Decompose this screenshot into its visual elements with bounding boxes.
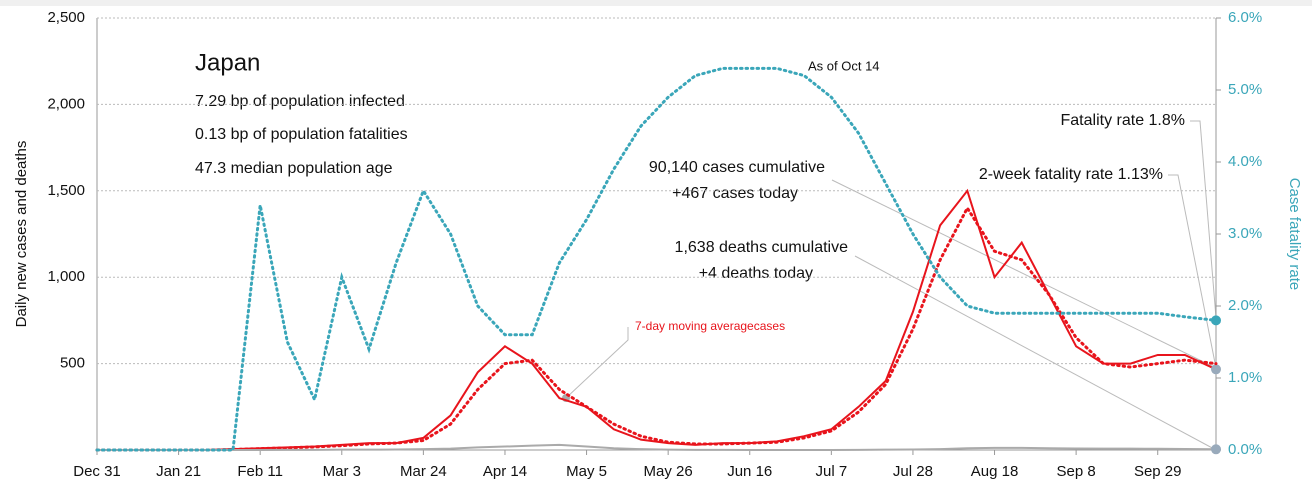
series-line xyxy=(96,443,1217,451)
x-tick-label: May 26 xyxy=(644,463,693,480)
note: 47.3 median population age xyxy=(195,160,393,177)
country: Japan xyxy=(195,49,260,76)
note: 90,140 cases cumulative xyxy=(649,159,825,176)
series-line xyxy=(95,66,1218,452)
x-tick-label: Aug 18 xyxy=(971,463,1019,480)
leader-lines xyxy=(565,120,1217,451)
top-band xyxy=(0,0,1312,6)
note: 7-day moving averagecases xyxy=(635,319,785,333)
y2-tick-label: 5.0% xyxy=(1228,81,1262,98)
y2-axis-label: Case fatality rate xyxy=(1286,178,1303,291)
y2-tick-label: 2.0% xyxy=(1228,297,1262,314)
y-tick-label: 2,500 xyxy=(47,9,85,26)
y2-tick-label: 6.0% xyxy=(1228,9,1262,26)
series-line xyxy=(95,205,1218,452)
x-tick-label: Jan 21 xyxy=(156,463,201,480)
note: +4 deaths today xyxy=(699,265,813,282)
x-tick-label: Feb 11 xyxy=(237,463,283,480)
y2-tick-label: 0.0% xyxy=(1228,441,1262,458)
y2-tick-label: 1.0% xyxy=(1228,369,1262,386)
note: 1,638 deaths cumulative xyxy=(675,239,849,256)
note: Fatality rate 1.8% xyxy=(1061,112,1186,129)
note: 0.13 bp of population fatalities xyxy=(195,126,408,143)
x-tick-label: Mar 3 xyxy=(323,463,361,480)
x-tick-label: May 5 xyxy=(566,463,607,480)
x-tick-label: Jul 7 xyxy=(816,463,848,480)
note: +467 cases today xyxy=(672,185,798,202)
note: As of Oct 14 xyxy=(808,58,880,73)
y-tick-label: 1,500 xyxy=(47,182,85,199)
x-tick-label: Sep 8 xyxy=(1057,463,1096,480)
end-marker xyxy=(1211,444,1221,455)
y-tick-label: 1,000 xyxy=(47,268,85,285)
x-tick-label: Jun 16 xyxy=(727,463,772,480)
x-tick-label: Mar 24 xyxy=(400,463,447,480)
y2-tick-label: 3.0% xyxy=(1228,225,1262,242)
end-marker xyxy=(1211,364,1221,375)
note: 7.29 bp of population infected xyxy=(195,93,405,110)
x-tick-label: Apr 14 xyxy=(483,463,527,480)
y-tick-label: 2,000 xyxy=(47,95,85,112)
x-tick-label: Sep 29 xyxy=(1134,463,1182,480)
y2-tick-label: 4.0% xyxy=(1228,153,1262,170)
y-axis-label: Daily new cases and deaths xyxy=(13,141,30,328)
x-tick-label: Dec 31 xyxy=(73,463,121,480)
y-tick-label: 500 xyxy=(60,355,85,372)
end-marker xyxy=(1211,315,1221,326)
x-tick-label: Jul 28 xyxy=(893,463,933,480)
note: 2-week fatality rate 1.13% xyxy=(979,166,1163,183)
